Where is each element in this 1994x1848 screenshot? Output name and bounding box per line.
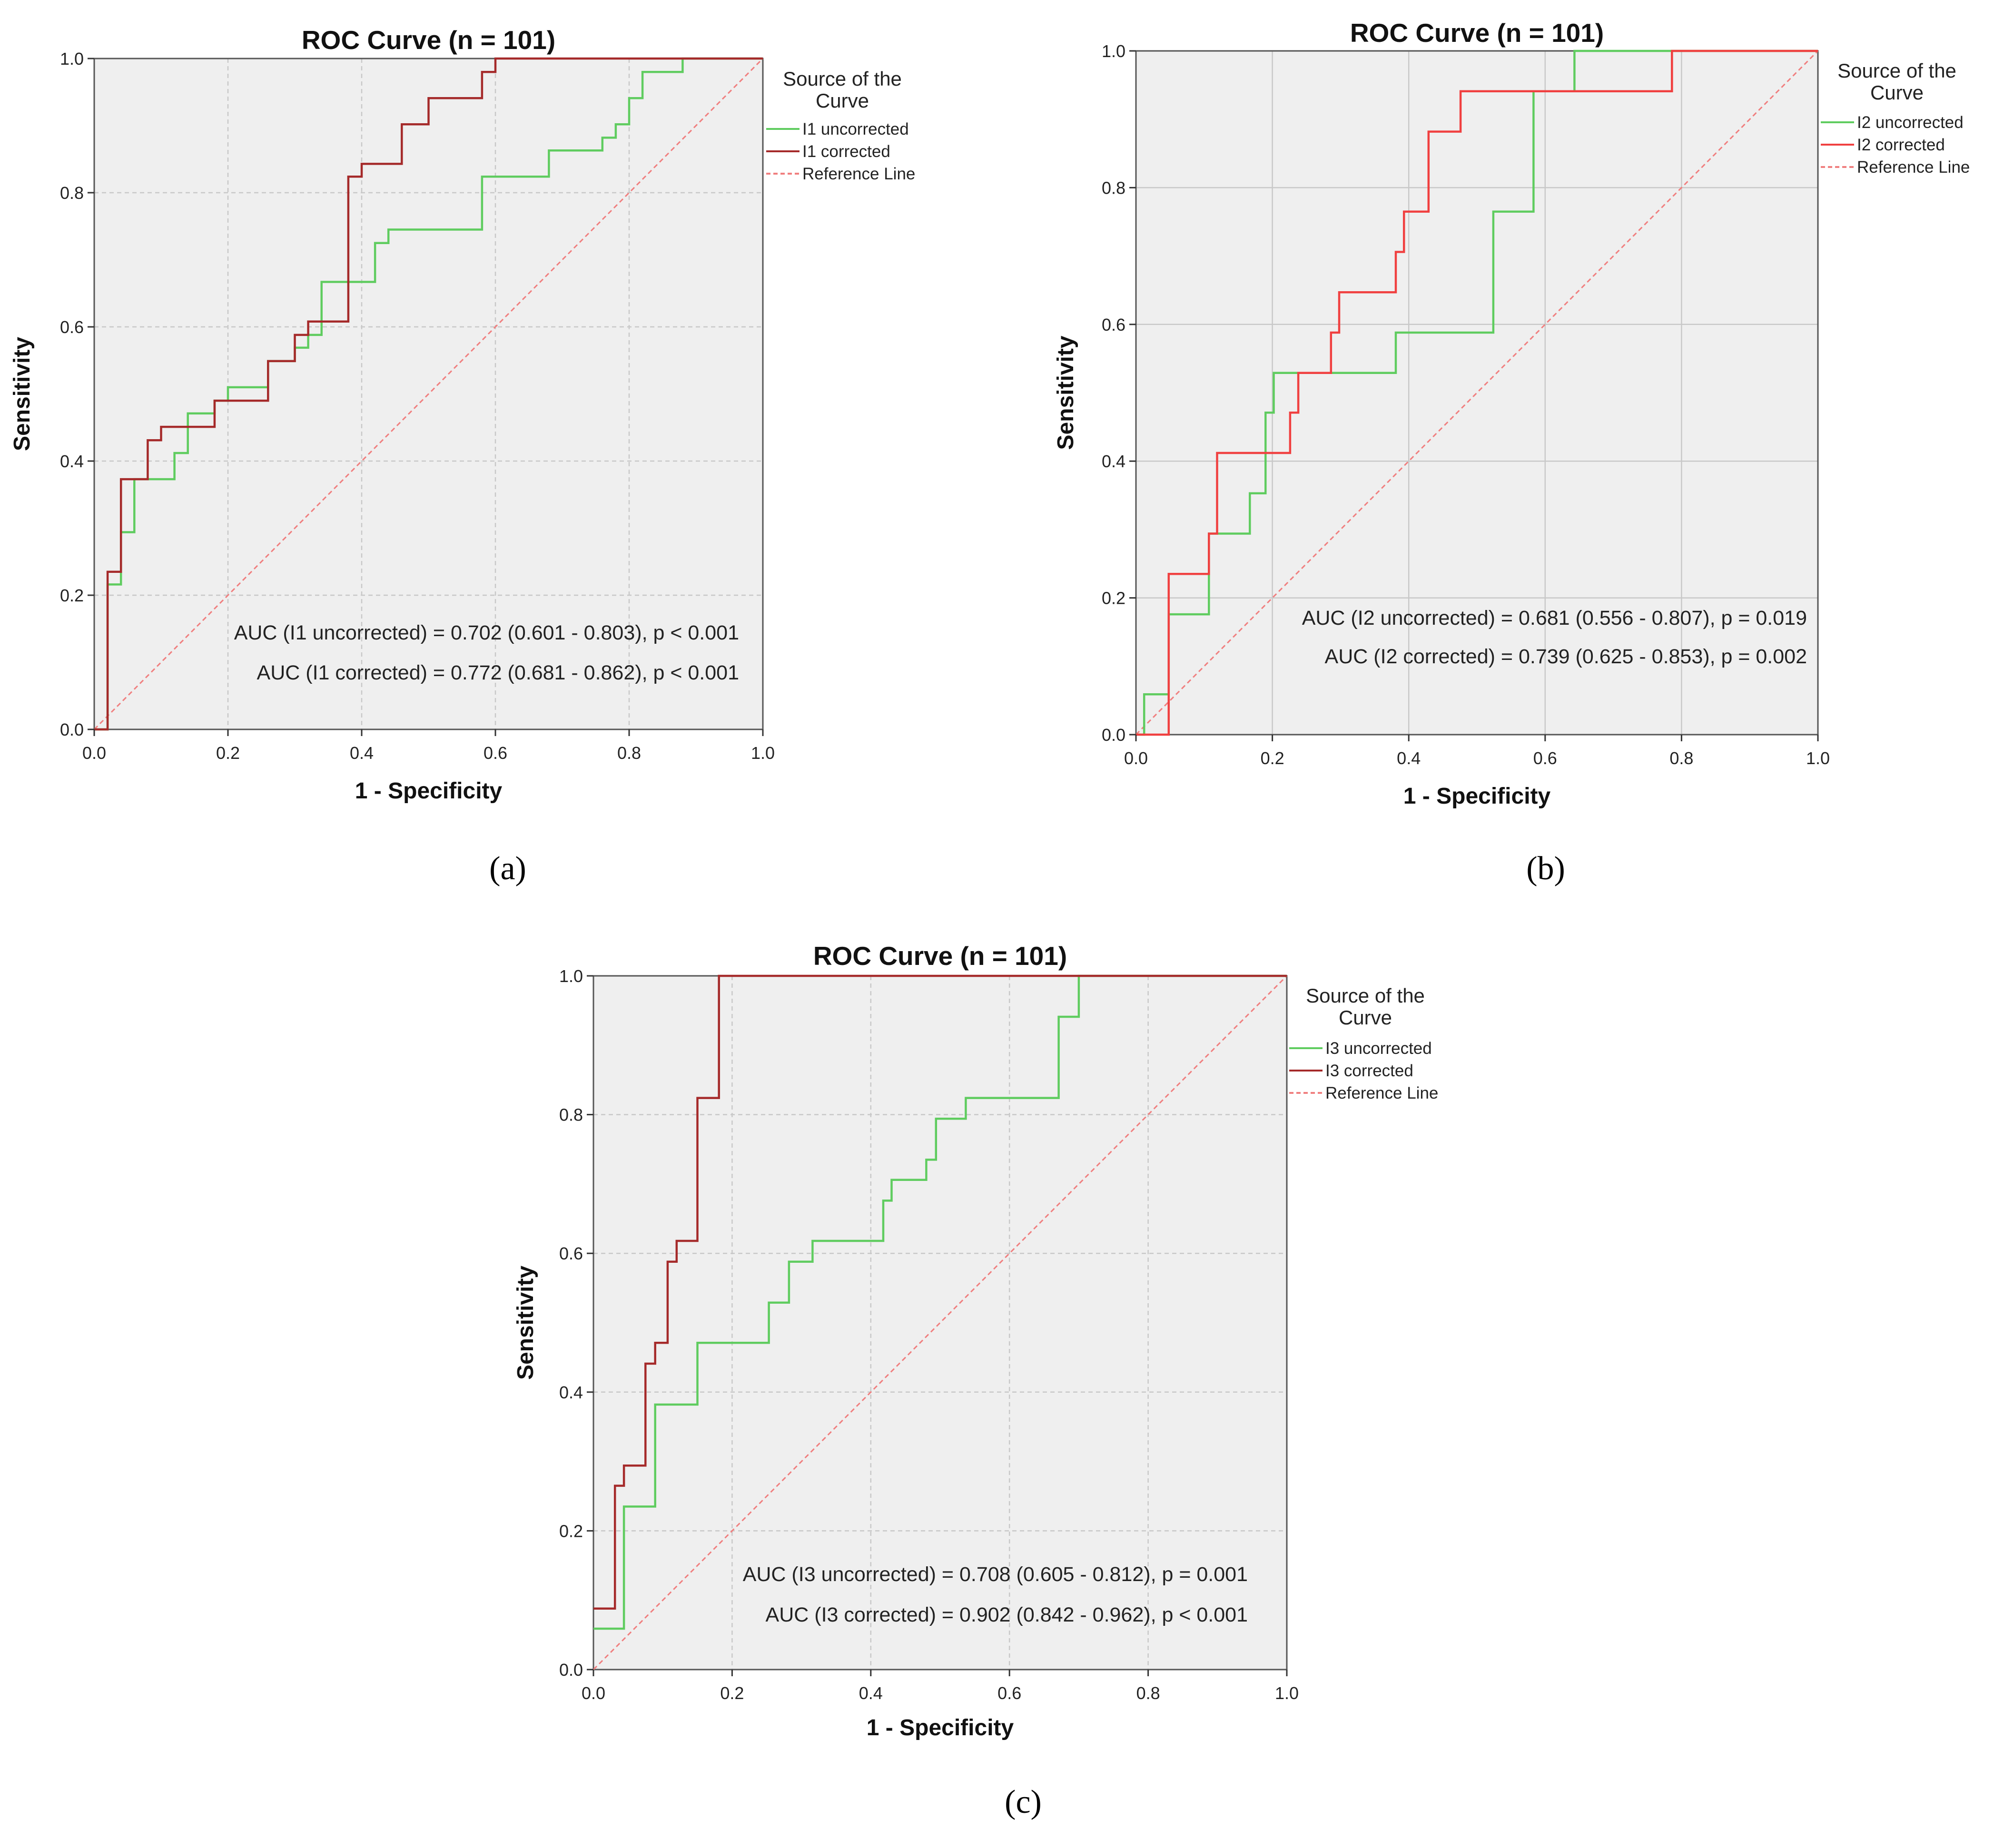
y-tick-label: 0.2: [60, 586, 84, 605]
y-tick-label: 0.6: [559, 1244, 583, 1263]
y-tick-label: 0.2: [559, 1521, 583, 1541]
legend-title: Curve: [1870, 81, 1924, 104]
y-axis-label: Sensitivity: [513, 1266, 538, 1380]
roc-panel-a: 0.0 0.0 0.2 0.2 0.4 0.4 0.6 0.6 0.8 0.8 1.0 1.0 ROC …: [10, 25, 915, 887]
auc-annotation: AUC (I3 uncorrected) = 0.708 (0.605 - 0.…: [743, 1563, 1248, 1586]
x-tick-label: 0.8: [617, 743, 641, 763]
y-tick-label: 0.2: [1102, 589, 1125, 608]
y-tick-label: 0.8: [1102, 178, 1125, 197]
plot-border: [93, 58, 764, 730]
legend-item-label: I1 corrected: [802, 142, 890, 161]
series-line-i3-uncorrected: [593, 974, 1287, 1630]
x-tick-label: 0.0: [82, 743, 106, 763]
x-tick-label: 0.0: [582, 1683, 605, 1703]
chart-title: ROC Curve (n = 101): [302, 25, 555, 55]
y-tick-label: 0.4: [559, 1383, 583, 1402]
legend-item-label: I3 uncorrected: [1325, 1039, 1432, 1058]
panel-label: (b): [1526, 850, 1565, 887]
chart-title: ROC Curve (n = 101): [1350, 18, 1604, 48]
y-tick-label: 1.0: [60, 49, 84, 69]
legend-item-label: I3 corrected: [1325, 1062, 1413, 1080]
y-axis-label: Sensitivity: [10, 337, 35, 451]
panel-label: (a): [489, 850, 526, 887]
series-line-reference-line: [1135, 50, 1819, 736]
x-tick-label: 0.8: [1669, 748, 1693, 768]
x-tick-label: 1.0: [1806, 748, 1830, 768]
y-tick-label: 0.4: [60, 452, 84, 471]
x-tick-label: 0.8: [1136, 1683, 1160, 1703]
x-axis-label: 1 - Specificity: [867, 1715, 1014, 1740]
x-axis-label: 1 - Specificity: [1403, 784, 1551, 809]
x-tick-label: 0.4: [859, 1683, 883, 1703]
x-tick-label: 1.0: [751, 743, 775, 763]
x-tick-label: 0.2: [216, 743, 240, 763]
legend-title: Curve: [1339, 1006, 1392, 1029]
chart-title: ROC Curve (n = 101): [813, 941, 1067, 971]
legend-item-label: Reference Line: [1857, 158, 1970, 177]
legend-item-label: I1 uncorrected: [802, 120, 909, 138]
plot-border: [1135, 50, 1819, 736]
series-line-i3-corrected: [593, 974, 1287, 1610]
y-tick-label: 0.8: [559, 1105, 583, 1125]
legend-item-label: I2 uncorrected: [1857, 113, 1964, 132]
legend-title: Source of the: [1306, 984, 1425, 1007]
y-tick-label: 0.0: [559, 1660, 583, 1680]
x-tick-label: 1.0: [1275, 1683, 1299, 1703]
y-axis-label: Sensitivity: [1053, 335, 1078, 450]
x-tick-label: 0.0: [1124, 748, 1148, 768]
legend-item-label: Reference Line: [1325, 1084, 1438, 1102]
y-tick-label: 1.0: [559, 966, 583, 986]
auc-annotation: AUC (I1 corrected) = 0.772 (0.681 - 0.86…: [257, 661, 739, 684]
x-tick-label: 0.6: [484, 743, 507, 763]
x-tick-label: 0.4: [350, 743, 374, 763]
legend-title: Source of the: [1837, 59, 1956, 82]
auc-annotation: AUC (I1 uncorrected) = 0.702 (0.601 - 0.…: [234, 621, 739, 644]
y-tick-label: 0.6: [60, 317, 84, 337]
y-tick-label: 0.6: [1102, 315, 1125, 334]
x-axis-label: 1 - Specificity: [355, 778, 503, 804]
legend-title: Curve: [816, 89, 869, 112]
y-tick-label: 0.0: [60, 720, 84, 739]
series-line-reference-line: [592, 975, 1288, 1671]
roc-panel-c: 0.0 0.0 0.2 0.2 0.4 0.4 0.6 0.6 0.8 0.8 1.0 1.0 ROC …: [513, 941, 1438, 1820]
y-tick-label: 0.4: [1102, 452, 1125, 471]
panel-label: (c): [1005, 1784, 1042, 1820]
series-line-i2-corrected: [1136, 49, 1818, 736]
series-line-i1-uncorrected: [94, 57, 763, 731]
x-tick-label: 0.2: [1261, 748, 1284, 768]
series-line-reference-line: [93, 58, 764, 730]
legend-title: Source of the: [783, 68, 902, 90]
roc-panel-b: 0.0 0.0 0.2 0.2 0.4 0.4 0.6 0.6 0.8 0.8 1.0 1.0 ROC …: [1053, 18, 1970, 887]
auc-annotation: AUC (I2 uncorrected) = 0.681 (0.556 - 0.…: [1302, 607, 1807, 629]
x-tick-label: 0.4: [1397, 748, 1421, 768]
legend-item-label: Reference Line: [802, 165, 915, 183]
series-line-i1-corrected: [94, 57, 763, 731]
auc-annotation: AUC (I3 corrected) = 0.902 (0.842 - 0.96…: [766, 1603, 1248, 1626]
x-tick-label: 0.6: [1533, 748, 1557, 768]
auc-annotation: AUC (I2 corrected) = 0.739 (0.625 - 0.85…: [1325, 645, 1807, 668]
x-tick-label: 0.6: [997, 1683, 1021, 1703]
legend-item-label: I2 corrected: [1857, 136, 1945, 154]
y-tick-label: 0.8: [60, 183, 84, 203]
y-tick-label: 0.0: [1102, 725, 1125, 745]
x-tick-label: 0.2: [720, 1683, 744, 1703]
y-tick-label: 1.0: [1102, 41, 1125, 61]
